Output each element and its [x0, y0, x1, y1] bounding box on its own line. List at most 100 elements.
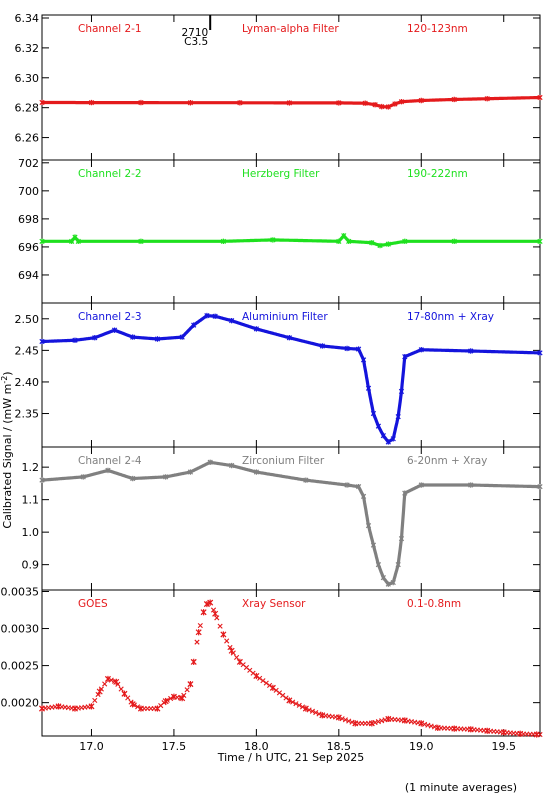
data-point [286, 335, 292, 341]
panel-label: Channel 2-3 [78, 311, 142, 323]
data-point [377, 242, 383, 249]
series-line [41, 95, 541, 109]
data-point [468, 348, 474, 354]
data-point [135, 704, 141, 710]
data-point [484, 96, 490, 102]
data-point [163, 474, 169, 480]
panel-frame [41, 14, 541, 161]
data-point [131, 702, 137, 708]
x-tick-label: 19.0 [409, 740, 434, 753]
data-point [130, 334, 136, 340]
y-tick-label: 1.0 [22, 526, 40, 539]
data-point [253, 326, 259, 332]
panel-1: 6.26 6.28 6.30 6.32 6.34 Channel 2-1 Lyman-alp… [15, 12, 543, 161]
x-tick-label: 17.0 [79, 740, 104, 753]
data-point [280, 692, 286, 698]
y-tick-label: 2.50 [15, 313, 40, 326]
y-tick-label: 0.0030 [1, 623, 40, 636]
data-point [237, 100, 243, 106]
data-point [273, 687, 279, 693]
data-point [207, 459, 213, 465]
y-tick-label: 1.1 [22, 494, 40, 507]
panel-label: Xray Sensor [242, 598, 306, 610]
y-axis-label-main: Calibrated Signal / (mW m [1, 384, 14, 529]
data-point [105, 676, 111, 682]
data-point [204, 601, 210, 607]
data-point [118, 686, 124, 692]
data-point [125, 695, 131, 701]
y-tick-label: 0.0025 [1, 660, 40, 673]
data-point [336, 100, 342, 106]
data-point [379, 103, 385, 110]
data-point [75, 238, 81, 245]
y-tick-label: 2.40 [15, 376, 40, 389]
data-point [365, 522, 372, 529]
x-tick-label: 18.0 [244, 740, 269, 753]
data-point [395, 561, 401, 568]
data-point [303, 477, 309, 483]
data-point [398, 535, 405, 542]
data-point [402, 238, 408, 245]
series-line [41, 460, 541, 586]
flare-marker-label: 2710 [181, 27, 208, 39]
data-point [537, 94, 543, 101]
panel-4: 0.9 1.0 1.1 1.2 Channel 2-4 Zirconium Filter 6… [22, 446, 543, 591]
data-point [360, 493, 367, 500]
data-point [138, 238, 144, 245]
data-point [283, 695, 289, 701]
data-point [39, 477, 45, 483]
panel-label: Channel 2-1 [78, 23, 142, 35]
data-point [164, 697, 170, 703]
x-tick-label: 19.5 [491, 740, 516, 753]
panel-label: 0.1-0.8nm [407, 598, 461, 610]
data-point [392, 101, 398, 107]
data-point [418, 482, 424, 488]
data-point [380, 574, 386, 581]
data-point [88, 703, 95, 709]
x-tick-label: 18.5 [327, 740, 352, 753]
data-point [418, 347, 424, 353]
data-point [380, 432, 386, 439]
y-axis-label-close: ) [1, 371, 14, 375]
y-tick-label: 6.28 [15, 102, 40, 115]
data-point [227, 644, 233, 651]
data-point [342, 717, 349, 723]
data-point [537, 238, 543, 245]
data-point [370, 542, 377, 548]
data-point [212, 313, 218, 319]
x-tick-label: 17.5 [162, 740, 187, 753]
y-tick-label: 698 [18, 213, 39, 226]
data-point [181, 692, 187, 698]
panel-label: 190-222nm [407, 168, 468, 180]
data-point [263, 680, 269, 686]
data-point [179, 334, 185, 340]
data-point [339, 716, 345, 722]
data-point [355, 483, 362, 490]
panel-label: Lyman-alpha Filter [242, 23, 339, 35]
data-point [346, 238, 352, 245]
data-point [72, 234, 78, 240]
panel-label: Channel 2-4 [78, 455, 142, 467]
data-point [276, 690, 283, 696]
data-point [191, 659, 197, 665]
data-point [201, 609, 207, 615]
data-point [138, 99, 144, 106]
data-point [355, 346, 362, 352]
data-point [375, 423, 382, 429]
panel-label: 120-123nm [407, 23, 468, 35]
data-point [184, 687, 190, 693]
data-point [187, 469, 194, 475]
data-point [344, 345, 350, 352]
data-point [360, 357, 367, 363]
data-point [111, 327, 118, 333]
data-point [115, 681, 121, 687]
data-point [537, 350, 543, 356]
panel-label: Aluminium Filter [242, 311, 328, 323]
series-line [41, 314, 541, 444]
data-point [349, 719, 355, 725]
y-tick-label: 2.35 [15, 408, 40, 421]
y-tick-label: 694 [18, 269, 39, 282]
panel-label: 6-20nm + Xray [407, 455, 487, 467]
y-tick-label: 6.26 [15, 132, 40, 145]
data-point [537, 731, 543, 738]
